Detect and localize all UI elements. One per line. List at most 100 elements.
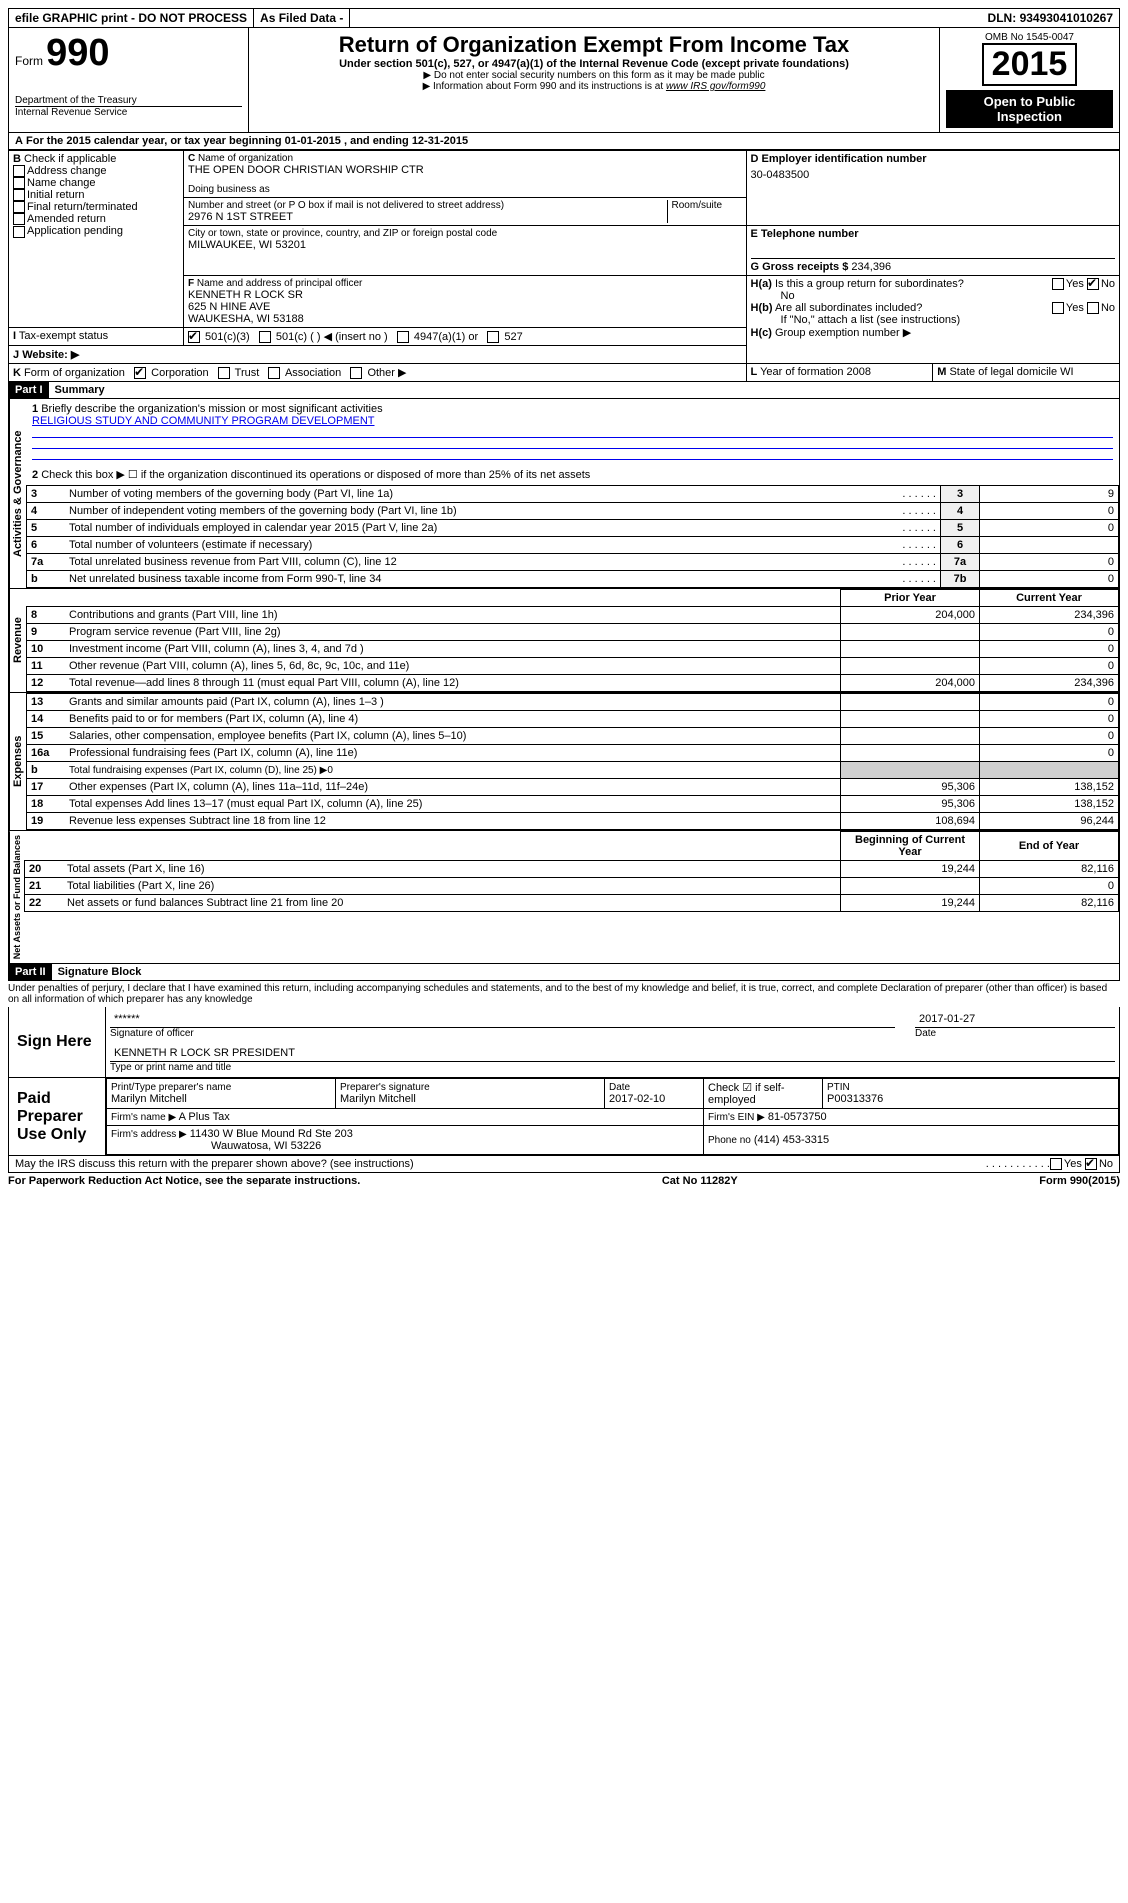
top-bar: efile GRAPHIC print - DO NOT PROCESS As … — [8, 8, 1120, 28]
firm-address: 11430 W Blue Mound Rd Ste 203 — [190, 1128, 353, 1140]
chk-amended-return[interactable]: Amended return — [13, 213, 179, 225]
chk-discuss-no[interactable] — [1085, 1158, 1097, 1170]
paperwork-notice: For Paperwork Reduction Act Notice, see … — [8, 1175, 360, 1187]
dln: DLN: 93493041010267 — [982, 9, 1119, 27]
chk-501c3[interactable] — [188, 331, 200, 343]
preparer-name: Marilyn Mitchell — [111, 1093, 331, 1105]
efile-notice: efile GRAPHIC print - DO NOT PROCESS — [9, 9, 254, 27]
info-note: ▶ Information about Form 990 and its ins… — [255, 81, 933, 92]
cat-number: Cat No 11282Y — [662, 1175, 738, 1187]
ein-label: D Employer identification number — [751, 153, 927, 165]
summary-row: 14 Benefits paid to or for members (Part… — [27, 711, 1119, 728]
city-state-zip: MILWAUKEE, WI 53201 — [188, 239, 742, 251]
summary-row: 15 Salaries, other compensation, employe… — [27, 728, 1119, 745]
officer-signature: ****** — [110, 1011, 895, 1028]
chk-initial-return[interactable]: Initial return — [13, 189, 179, 201]
end-year-header: End of Year — [980, 832, 1119, 861]
officer-street: 625 N HINE AVE — [188, 301, 742, 313]
part-1-title: Summary — [49, 382, 1119, 398]
summary-row: 13 Grants and similar amounts paid (Part… — [27, 694, 1119, 711]
summary-row: 8 Contributions and grants (Part VIII, l… — [27, 607, 1119, 624]
vert-net-assets: Net Assets or Fund Balances — [9, 831, 24, 963]
chk-association[interactable] — [268, 367, 280, 379]
mission-statement: RELIGIOUS STUDY AND COMMUNITY PROGRAM DE… — [32, 415, 374, 427]
paid-preparer-label: Paid Preparer Use Only — [9, 1078, 106, 1155]
irs-link[interactable]: www IRS gov/form990 — [666, 81, 765, 92]
officer-city: WAUKESHA, WI 53188 — [188, 313, 742, 325]
summary-row: 7a Total unrelated business revenue from… — [27, 554, 1119, 571]
summary-row: 18 Total expenses Add lines 13–17 (must … — [27, 796, 1119, 813]
chk-self-employed[interactable]: Check ☑ if self-employed — [708, 1082, 785, 1106]
line-a-tax-year: A For the 2015 calendar year, or tax yea… — [8, 133, 1120, 150]
irs-label: Internal Revenue Service — [15, 106, 242, 118]
vert-revenue: Revenue — [9, 589, 26, 692]
preparer-signature: Marilyn Mitchell — [340, 1093, 600, 1105]
summary-row: b Net unrelated business taxable income … — [27, 571, 1119, 588]
summary-row: 20 Total assets (Part X, line 16) 19,244… — [25, 861, 1119, 878]
street-address: 2976 N 1ST STREET — [188, 211, 667, 223]
current-year-header: Current Year — [980, 590, 1119, 607]
state-domicile: WI — [1060, 366, 1073, 378]
form-header: Form 990 Department of the Treasury Inte… — [8, 28, 1120, 133]
year-formation: 2008 — [847, 366, 871, 378]
omb-number: OMB No 1545-0047 — [946, 32, 1113, 43]
dept-treasury: Department of the Treasury — [15, 95, 242, 106]
summary-row: 5 Total number of individuals employed i… — [27, 520, 1119, 537]
begin-year-header: Beginning of Current Year — [841, 832, 980, 861]
as-filed: As Filed Data - — [254, 9, 350, 27]
chk-name-change[interactable]: Name change — [13, 177, 179, 189]
vert-governance: Activities & Governance — [9, 399, 26, 588]
firm-city: Wauwatosa, WI 53226 — [211, 1140, 321, 1152]
form-number: 990 — [46, 32, 109, 74]
chk-trust[interactable] — [218, 367, 230, 379]
open-public-badge: Open to Public Inspection — [946, 90, 1113, 128]
tax-year: 2015 — [982, 43, 1078, 86]
telephone-label: E Telephone number — [751, 228, 1115, 240]
summary-row: 6 Total number of volunteers (estimate i… — [27, 537, 1119, 554]
gross-receipts: 234,396 — [851, 261, 891, 273]
summary-row: 19 Revenue less expenses Subtract line 1… — [27, 813, 1119, 830]
part-2-title: Signature Block — [52, 964, 1119, 980]
summary-row: 3 Number of voting members of the govern… — [27, 486, 1119, 503]
summary-row: 11 Other revenue (Part VIII, column (A),… — [27, 658, 1119, 675]
chk-discuss-yes[interactable] — [1050, 1158, 1062, 1170]
summary-row: 17 Other expenses (Part IX, column (A), … — [27, 779, 1119, 796]
firm-name: A Plus Tax — [179, 1111, 230, 1123]
officer-name-title: KENNETH R LOCK SR PRESIDENT — [110, 1045, 1115, 1062]
chk-501c[interactable] — [259, 331, 271, 343]
summary-row: 12 Total revenue—add lines 8 through 11 … — [27, 675, 1119, 692]
summary-row: 21 Total liabilities (Part X, line 26) 0 — [25, 878, 1119, 895]
summary-row: 16a Professional fundraising fees (Part … — [27, 745, 1119, 762]
firm-phone: (414) 453-3315 — [754, 1134, 829, 1146]
preparer-date: 2017-02-10 — [609, 1093, 699, 1105]
firm-ein: 81-0573750 — [768, 1111, 827, 1123]
h-a-answer: No — [781, 290, 1115, 302]
summary-row: 10 Investment income (Part VIII, column … — [27, 641, 1119, 658]
form-version: Form 990(2015) — [1039, 1175, 1120, 1187]
summary-row: 4 Number of independent voting members o… — [27, 503, 1119, 520]
summary-row: 9 Program service revenue (Part VIII, li… — [27, 624, 1119, 641]
sign-here-label: Sign Here — [9, 1007, 106, 1077]
discuss-row: May the IRS discuss this return with the… — [8, 1156, 1120, 1173]
website-label: Website: ▶ — [22, 349, 79, 361]
chk-application-pending[interactable]: Application pending — [13, 225, 179, 237]
chk-4947[interactable] — [397, 331, 409, 343]
form-label: Form — [15, 54, 43, 68]
summary-row: 22 Net assets or fund balances Subtract … — [25, 895, 1119, 912]
org-name: THE OPEN DOOR CHRISTIAN WORSHIP CTR — [188, 164, 742, 176]
part-2-header: Part II — [9, 964, 52, 980]
chk-address-change[interactable]: Address change — [13, 165, 179, 177]
chk-other-org[interactable] — [350, 367, 362, 379]
ssn-note: ▶ Do not enter social security numbers o… — [255, 70, 933, 81]
chk-527[interactable] — [487, 331, 499, 343]
sig-date: 2017-01-27 — [915, 1011, 1115, 1028]
summary-row: b Total fundraising expenses (Part IX, c… — [27, 762, 1119, 779]
part-1-header: Part I — [9, 382, 49, 398]
chk-final-return[interactable]: Final return/terminated — [13, 201, 179, 213]
perjury-statement: Under penalties of perjury, I declare th… — [8, 981, 1120, 1007]
prior-year-header: Prior Year — [841, 590, 980, 607]
form-subtitle: Under section 501(c), 527, or 4947(a)(1)… — [255, 58, 933, 70]
officer-name: KENNETH R LOCK SR — [188, 289, 742, 301]
vert-expenses: Expenses — [9, 693, 26, 830]
chk-corporation[interactable] — [134, 367, 146, 379]
